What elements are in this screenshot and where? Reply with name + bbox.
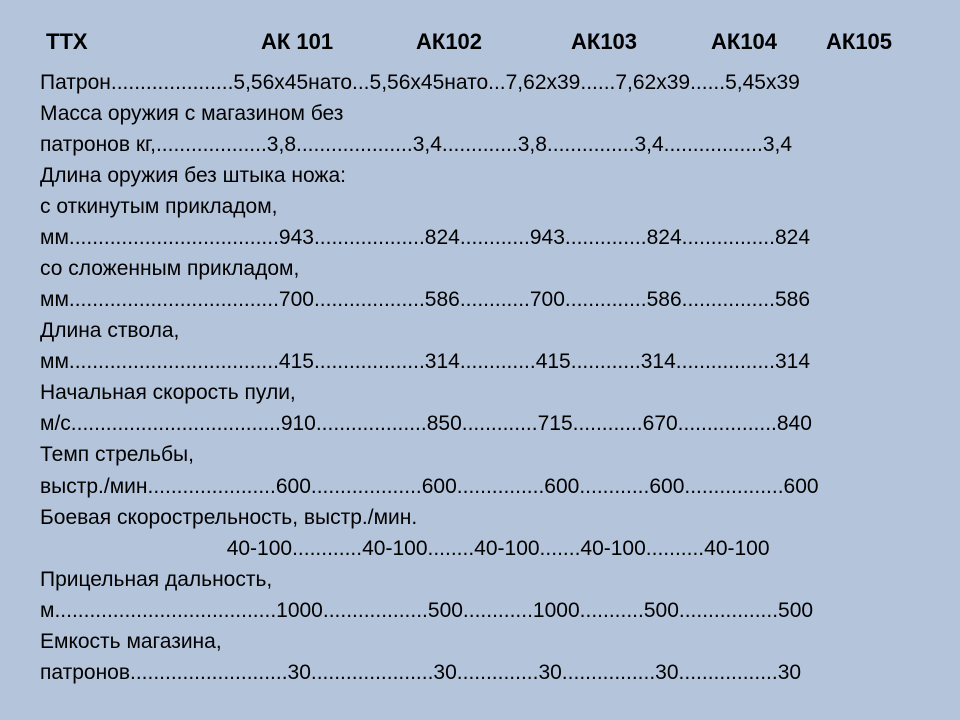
row-mag-label: Емкость магазина, (40, 626, 920, 657)
col-ak103: АК103 (571, 26, 711, 59)
row-stock-unfolded-values: мм....................................94… (40, 222, 920, 253)
row-range-label: Прицельная дальность, (40, 564, 920, 595)
row-rate-label: Темп стрельбы, (40, 439, 920, 470)
row-mag-values: патронов...........................30...… (40, 657, 920, 688)
row-velocity-values: м/с....................................9… (40, 408, 920, 439)
spec-sheet: TTX АК 101 АК102 АК103 АК104 АК105 Патро… (0, 0, 960, 708)
row-mass-label: Масса оружия с магазином без (40, 98, 920, 129)
col-ak105: АК105 (826, 26, 892, 59)
col-ak104: АК104 (711, 26, 826, 59)
row-barrel-values: мм....................................41… (40, 346, 920, 377)
col-ak102: АК102 (416, 26, 571, 59)
row-rate-values: выстр./мин......................600.....… (40, 471, 920, 502)
row-velocity-label: Начальная скорость пули, (40, 377, 920, 408)
row-combat-rate-values: 40-100............40-100........40-100..… (40, 533, 920, 564)
header-row: TTX АК 101 АК102 АК103 АК104 АК105 (40, 26, 920, 59)
row-stock-folded-values: мм....................................70… (40, 284, 920, 315)
row-cartridge: Патрон.....................5,56х45нато..… (40, 67, 920, 98)
row-mass-values: патронов кг,...................3,8......… (40, 129, 920, 160)
row-range-values: м......................................1… (40, 595, 920, 626)
header-title: TTX (40, 26, 261, 59)
row-stock-folded-label: со сложенным прикладом, (40, 253, 920, 284)
row-barrel-label: Длина ствола, (40, 315, 920, 346)
row-stock-unfolded-label: с откинутым прикладом, (40, 191, 920, 222)
row-length-no-bayonet: Длина оружия без штыка ножа: (40, 160, 920, 191)
col-ak101: АК 101 (261, 26, 416, 59)
row-combat-rate-label: Боевая скорострельность, выстр./мин. (40, 502, 920, 533)
